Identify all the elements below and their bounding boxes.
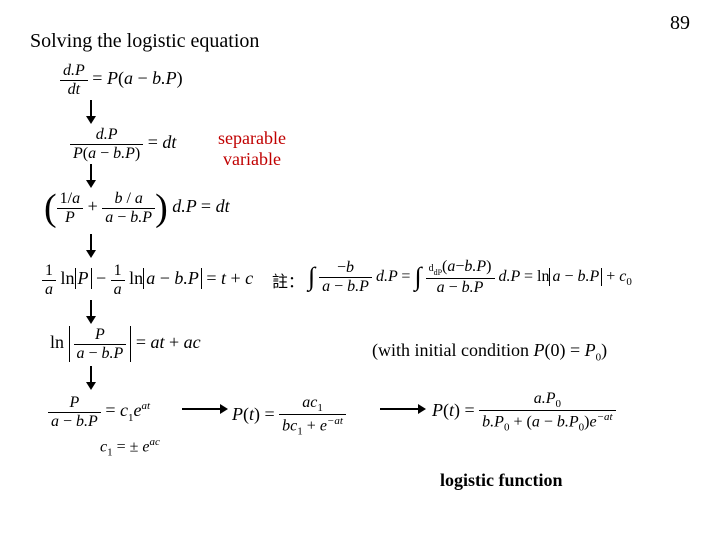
equation-6: Pa − b.P = c1eat xyxy=(48,394,150,430)
equation-4-note: ∫ −ba − b.P d.P = ∫ ddP(a−b.P)a − b.P d.… xyxy=(308,258,632,297)
initial-condition-label: (with initial condition P(0) = P0) xyxy=(372,340,607,364)
arrow-7 xyxy=(380,408,420,410)
arrow-1 xyxy=(90,100,92,118)
separable-label: separable variable xyxy=(218,128,286,170)
arrow-5 xyxy=(90,366,92,384)
equation-5: ln Pa − b.P = at + ac xyxy=(50,326,201,362)
equation-8: P(t) = a.P0b.P0 + (a − b.P0)e−at xyxy=(432,390,616,434)
arrow-3 xyxy=(90,234,92,252)
arrow-4 xyxy=(90,300,92,318)
page-title: Solving the logistic equation xyxy=(30,30,259,53)
logistic-function-label: logistic function xyxy=(440,470,563,491)
note-label: 註： xyxy=(272,268,304,292)
equation-3: (1/aP + b / aa − b.P) d.P = dt xyxy=(44,190,230,226)
equation-6b: c1 = ± eac xyxy=(100,436,160,459)
equation-7: P(t) = ac1bc1 + e−at xyxy=(232,394,346,438)
arrow-2 xyxy=(90,164,92,182)
arrow-6 xyxy=(182,408,222,410)
equation-4: 1a lnP − 1a lna − b.P = t + c xyxy=(42,262,253,298)
page-number: 89 xyxy=(670,12,690,35)
equation-1: d.Pdt = P(a − b.P) xyxy=(60,62,183,98)
equation-2: d.PP(a − b.P) = dt xyxy=(70,126,176,162)
